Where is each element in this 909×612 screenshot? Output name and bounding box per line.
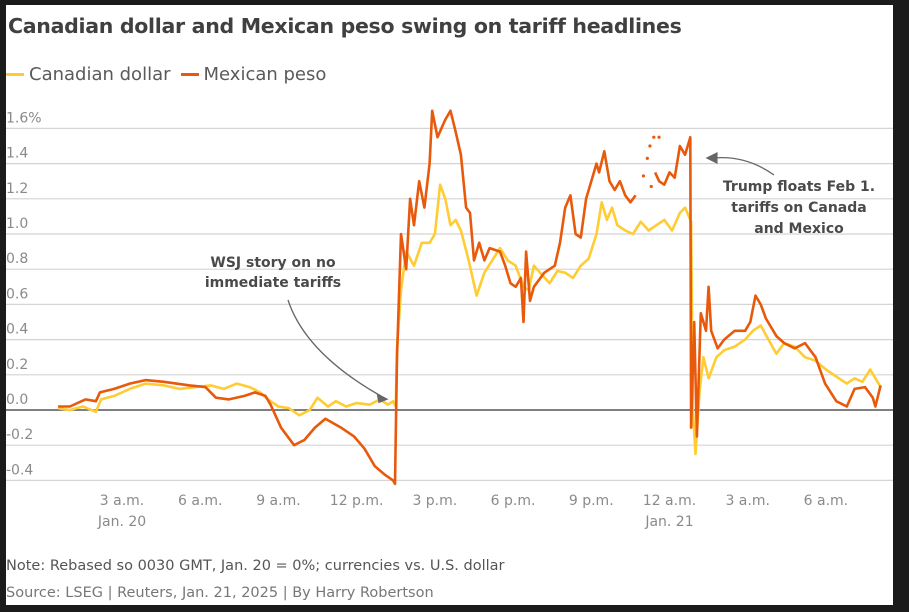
x-tick-label: 3 p.m. [412, 493, 457, 509]
x-tick-label: 9 p.m. [569, 493, 614, 509]
series-dot-mexican-peso [652, 135, 656, 139]
series-dot-mexican-peso [641, 174, 646, 178]
y-tick-label: -0.2 [6, 427, 33, 443]
series-dot-mexican-peso [648, 144, 652, 148]
x-axis-ticks: 3 a.m. Jan. 20 6 a.m. 9 a.m. 12 p.m. 3 p.m. 6 … [97, 493, 848, 530]
y-tick-label: 0.6 [6, 286, 28, 302]
x-tick-label: 6 a.m. [178, 493, 222, 509]
y-tick-label: 1.2 [6, 181, 28, 197]
series-lines [57, 109, 882, 486]
annotation-arrow-trump [713, 156, 775, 176]
series-dot-mexican-peso [657, 135, 661, 139]
y-tick-label: -0.4 [6, 462, 33, 478]
y-tick-label: 1.0 [6, 216, 28, 232]
annotation-trump: tariffs on Canada [731, 200, 866, 216]
series-dot-mexican-peso [649, 184, 653, 189]
x-tick-sublabel: Jan. 21 [644, 514, 693, 530]
chart-card: Canadian dollar and Mexican peso swing o… [6, 5, 893, 605]
arrowhead-icon [705, 152, 718, 164]
x-tick-label: 12 a.m. [643, 493, 696, 509]
legend-item-mexican-peso: Mexican peso [180, 64, 327, 85]
series-line-mexican-peso [58, 109, 637, 486]
arrowhead-icon [376, 393, 389, 404]
series-line-canadian-dollar [57, 183, 882, 456]
annotation-trump: Trump floats Feb 1. [723, 179, 875, 195]
annotations: WSJ story on no immediate tariffs Trump fl… [205, 152, 875, 404]
series-dot-mexican-peso [645, 156, 649, 160]
annotation-arrow-wsj [287, 299, 387, 400]
x-tick-label: 12 p.m. [330, 493, 384, 509]
y-tick-label: 0.4 [6, 322, 28, 338]
annotation-wsj: WSJ story on no [210, 255, 336, 271]
legend-swatch-mexican-peso [180, 73, 199, 76]
x-tick-label: 6 p.m. [491, 493, 536, 509]
y-tick-label: 0.0 [6, 392, 28, 408]
x-tick-label: 3 a.m. [100, 493, 144, 509]
y-tick-label: 0.2 [6, 357, 28, 373]
series-line-mexican-peso [653, 135, 882, 438]
legend-label-canadian-dollar: Canadian dollar [29, 64, 171, 85]
annotation-wsj: immediate tariffs [205, 275, 341, 291]
chart-note: Note: Rebased so 0030 GMT, Jan. 20 = 0%;… [6, 558, 505, 574]
legend-item-canadian-dollar: Canadian dollar [6, 64, 171, 85]
y-tick-label: 0.8 [6, 251, 28, 267]
line-chart: 1.6% 1.4 1.2 1.0 0.8 0.6 0.4 0.2 0.0 -0.2 -0.4 3 a… [6, 109, 893, 530]
x-tick-label: 9 a.m. [256, 493, 300, 509]
y-tick-label: 1.6% [6, 110, 42, 126]
x-tick-label: 3 a.m. [725, 493, 769, 509]
legend-label-mexican-peso: Mexican peso [203, 64, 327, 85]
y-tick-label: 1.4 [6, 146, 28, 162]
legend-swatch-canadian-dollar [6, 73, 24, 76]
x-tick-label: 6 a.m. [804, 493, 848, 509]
annotation-trump: and Mexico [754, 221, 844, 237]
chart-source: Source: LSEG | Reuters, Jan. 21, 2025 | … [6, 585, 434, 601]
chart-title: Canadian dollar and Mexican peso swing o… [8, 14, 682, 38]
x-tick-sublabel: Jan. 20 [97, 514, 146, 530]
y-axis-ticks: 1.6% 1.4 1.2 1.0 0.8 0.6 0.4 0.2 0.0 -0.2 -0.4 [6, 110, 42, 478]
legend: Canadian dollar Mexican peso [6, 64, 336, 85]
